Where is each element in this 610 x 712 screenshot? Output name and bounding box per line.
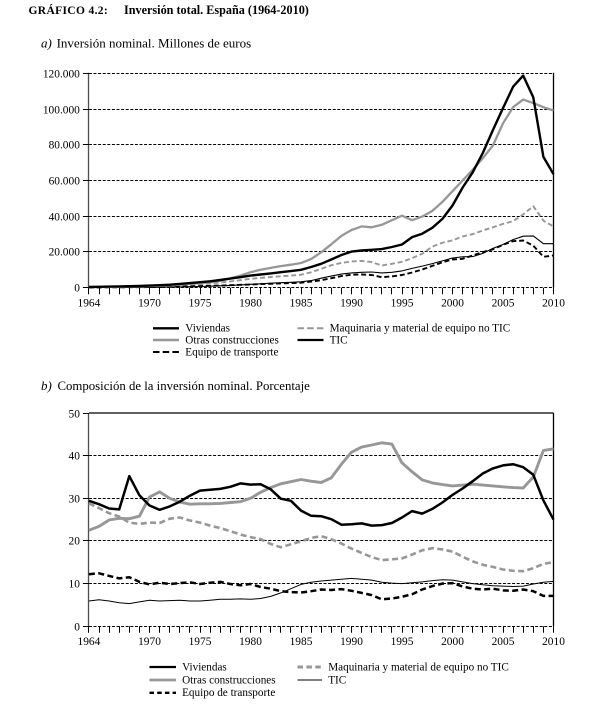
svg-text:Otras construcciones: Otras construcciones bbox=[182, 674, 276, 686]
svg-text:0: 0 bbox=[74, 621, 80, 633]
svg-text:Viviendas: Viviendas bbox=[182, 661, 227, 673]
svg-text:Otras construcciones: Otras construcciones bbox=[185, 334, 279, 346]
svg-text:Viviendas: Viviendas bbox=[185, 323, 230, 335]
svg-text:2010: 2010 bbox=[542, 636, 565, 648]
svg-text:1990: 1990 bbox=[340, 636, 363, 648]
svg-text:1970: 1970 bbox=[138, 636, 161, 648]
svg-text:1995: 1995 bbox=[391, 297, 414, 309]
svg-text:b): b) bbox=[41, 378, 52, 393]
svg-text:2010: 2010 bbox=[542, 297, 565, 309]
svg-text:1964: 1964 bbox=[78, 636, 101, 648]
svg-text:2000: 2000 bbox=[441, 636, 464, 648]
svg-text:120.000: 120.000 bbox=[43, 68, 80, 80]
svg-text:1985: 1985 bbox=[290, 297, 313, 309]
svg-text:GRÁFICO 4.2:: GRÁFICO 4.2: bbox=[29, 3, 109, 17]
svg-text:50: 50 bbox=[69, 408, 81, 420]
svg-text:TIC: TIC bbox=[328, 674, 346, 686]
svg-text:0: 0 bbox=[74, 282, 80, 294]
svg-text:100.000: 100.000 bbox=[43, 104, 80, 116]
svg-text:Inversión nominal. Millones de: Inversión nominal. Millones de euros bbox=[57, 36, 252, 51]
svg-text:1990: 1990 bbox=[340, 297, 363, 309]
svg-text:1975: 1975 bbox=[189, 297, 212, 309]
svg-text:TIC: TIC bbox=[330, 334, 348, 346]
svg-text:1964: 1964 bbox=[78, 297, 101, 309]
svg-text:20: 20 bbox=[69, 535, 81, 547]
svg-text:10: 10 bbox=[69, 578, 81, 590]
svg-text:Maquinaria y material de equip: Maquinaria y material de equipo no TIC bbox=[328, 661, 509, 673]
svg-text:20.000: 20.000 bbox=[49, 246, 81, 258]
svg-text:2005: 2005 bbox=[492, 636, 515, 648]
svg-text:1975: 1975 bbox=[189, 636, 212, 648]
svg-text:1985: 1985 bbox=[290, 636, 313, 648]
svg-text:Inversión total. España (1964-: Inversión total. España (1964-2010) bbox=[124, 3, 309, 17]
svg-text:80.000: 80.000 bbox=[49, 139, 81, 151]
svg-text:60.000: 60.000 bbox=[49, 175, 81, 187]
svg-text:30: 30 bbox=[69, 493, 81, 505]
svg-text:2000: 2000 bbox=[441, 297, 464, 309]
svg-text:1980: 1980 bbox=[239, 297, 262, 309]
svg-text:1970: 1970 bbox=[138, 297, 161, 309]
svg-text:40: 40 bbox=[69, 450, 81, 462]
svg-text:1980: 1980 bbox=[239, 636, 262, 648]
svg-text:Equipo de transporte: Equipo de transporte bbox=[182, 687, 275, 699]
svg-text:Maquinaria y material de equip: Maquinaria y material de equipo no TIC bbox=[330, 323, 511, 335]
svg-text:a): a) bbox=[41, 36, 52, 51]
svg-text:1995: 1995 bbox=[391, 636, 414, 648]
svg-text:40.000: 40.000 bbox=[49, 211, 81, 223]
svg-text:Composición de la inversión no: Composición de la inversión nominal. Por… bbox=[58, 379, 311, 393]
svg-text:2005: 2005 bbox=[492, 297, 515, 309]
svg-text:Equipo de transporte: Equipo de transporte bbox=[185, 346, 278, 358]
